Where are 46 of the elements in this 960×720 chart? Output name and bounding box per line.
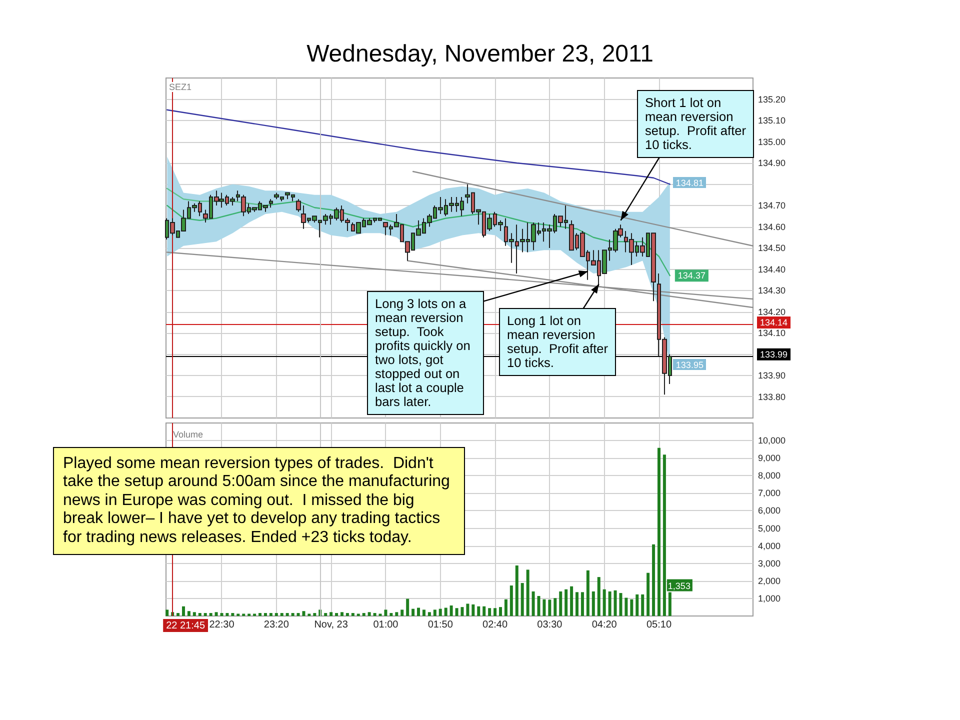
ref-line-label: 133.99 [760, 349, 788, 360]
y-tick-label: 134.90 [758, 158, 786, 168]
y-tick-label: 1,000 [758, 593, 781, 604]
ref-line-label: 134.14 [760, 318, 788, 328]
y-tick-label: 2,000 [758, 576, 781, 586]
y-tick-label: 7,000 [758, 488, 781, 498]
y-tick-label: 134.20 [758, 306, 786, 317]
data-label: 1,353 [668, 580, 690, 591]
x-tick-label: 01:00 [373, 620, 399, 630]
y-tick-label: 4,000 [758, 540, 781, 551]
y-tick-label: 9,000 [758, 453, 781, 464]
y-tick-label: 133.90 [758, 370, 786, 380]
y-tick-label: 134.10 [758, 328, 786, 338]
y-tick-label: 8,000 [758, 470, 781, 481]
x-tick-label: Nov, 23 [314, 620, 348, 630]
annotation: 134.81 [672, 176, 706, 188]
text: Volume [173, 430, 204, 440]
y-tick-label: 10,000 [758, 436, 786, 446]
y-tick-label: 134.40 [758, 264, 786, 274]
annotation: SEZ1 [168, 82, 193, 92]
y-tick-label: 6,000 [758, 506, 781, 516]
x-tick-label: 05:10 [646, 620, 672, 630]
annotation: 133.95 [672, 359, 706, 370]
x-tick-label: 22:30 [209, 620, 235, 630]
x-tick-label: 04:20 [592, 620, 618, 630]
annotation: Short 1 lot on mean reversion setup. Profit after 10 ticks. [637, 90, 754, 158]
x-tick-label: 03:30 [537, 620, 563, 630]
y-tick-label: 133.80 [758, 392, 786, 402]
y-tick-label: 135.00 [758, 136, 786, 147]
x-tick-label: 23:20 [264, 620, 290, 630]
y-tick-label: 5,000 [758, 523, 781, 534]
y-tick-label: 134.70 [758, 200, 786, 210]
annotation: Played some mean reversion types of trades. Didn't take the setup around 5:00am since the manufacturing news in Europe was coming out. I missed the big break lower– I have yet to develop any trading tactics for trading news releases. Ended +23 ticks today. [53, 447, 465, 556]
x-tick-label: 02:40 [482, 620, 508, 630]
ref-line-label: 22 21:45 [166, 620, 206, 632]
annotation: Long 1 lot on mean reversion setup. Profit after 10 ticks. [499, 308, 616, 376]
annotation: Long 3 lots on a mean reversion setup. Took profits quickly on two lots, got stopped out on last lot a couple bars later. [367, 291, 484, 415]
y-tick-label: 134.30 [758, 286, 786, 296]
y-tick-label: 3,000 [758, 558, 781, 568]
y-tick-label: 134.50 [758, 243, 786, 253]
x-tick-label: 01:50 [428, 620, 454, 630]
y-tick-label: 135.10 [758, 116, 786, 126]
y-tick-label: 134.60 [758, 222, 786, 232]
chart-title: Wednesday, November 23, 2011 [306, 40, 654, 68]
y-tick-label: 135.20 [758, 94, 786, 104]
data-label: 134.37 [678, 270, 706, 281]
